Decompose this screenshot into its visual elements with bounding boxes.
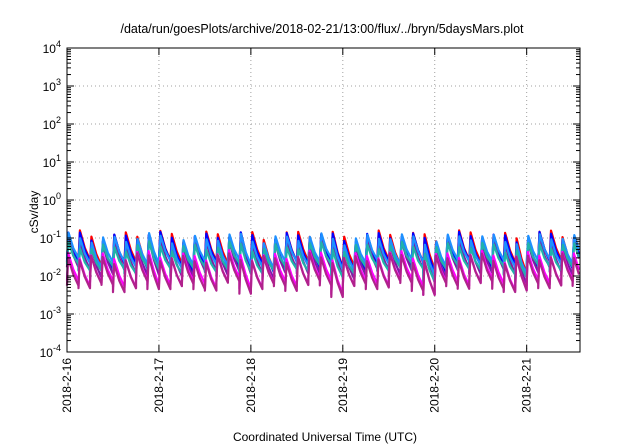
- y-tick-label: 101: [43, 153, 61, 170]
- x-tick-label: 2018-2-17: [152, 358, 166, 413]
- y-tick-label: 10-1: [40, 229, 61, 246]
- series-line-7: [65, 251, 581, 299]
- y-tick-label: 10-3: [40, 305, 61, 322]
- y-axis-label: cSv/day: [27, 191, 41, 234]
- y-tick-label: 10-4: [40, 343, 61, 360]
- chart-title: /data/run/goesPlots/archive/2018-02-21/1…: [120, 22, 524, 36]
- y-tick-label: 102: [43, 115, 61, 132]
- x-axis-label: Coordinated Universal Time (UTC): [233, 430, 417, 444]
- y-tick-label: 103: [43, 77, 61, 94]
- x-tick-label: 2018-2-16: [60, 358, 74, 413]
- y-tick-label: 10-2: [40, 267, 61, 284]
- x-tick-label: 2018-2-19: [336, 358, 350, 413]
- x-tick-label: 2018-2-18: [244, 358, 258, 413]
- x-tick-label: 2018-2-21: [520, 358, 534, 413]
- y-tick-label: 104: [43, 39, 61, 56]
- y-tick-label: 100: [43, 191, 61, 208]
- series-group: [65, 229, 581, 299]
- axes: 104 103 102 101 100 10-1 10-2 10-3 10-42018-2-16…: [40, 39, 581, 413]
- x-tick-label: 2018-2-20: [428, 358, 442, 413]
